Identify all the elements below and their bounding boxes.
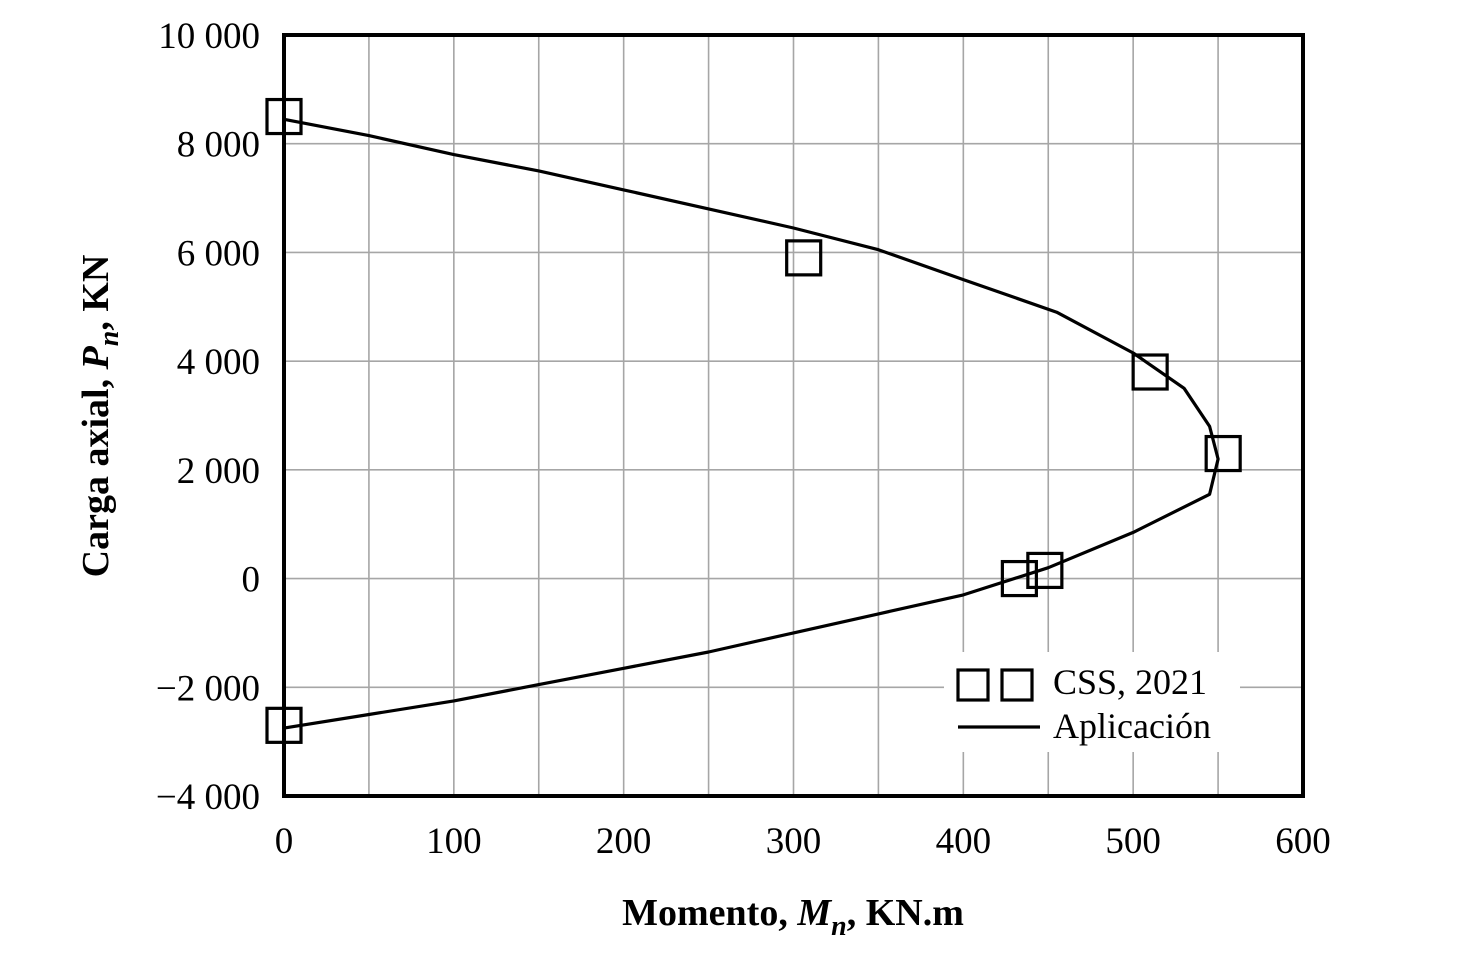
x-tick-label: 600 (1275, 821, 1331, 862)
x-tick-label: 200 (596, 821, 652, 862)
series-css-2021 (265, 97, 1242, 744)
y-tick-label: 2 000 (177, 451, 260, 492)
legend-marker-square-2 (1000, 668, 1034, 702)
x-axis-title-post: , KN.m (847, 892, 964, 934)
x-tick-label: 400 (936, 821, 992, 862)
y-tick-label: −2 000 (156, 668, 260, 709)
series-aplicacion (283, 117, 1220, 730)
y-axis-title-subscript: n (94, 331, 125, 347)
x-tick-label: 300 (766, 821, 822, 862)
grid (284, 35, 1303, 796)
y-tick-label: 8 000 (177, 125, 260, 166)
y-tick-label: −4 000 (156, 777, 260, 818)
x-tick-label: 0 (275, 821, 294, 862)
y-axis-title-pre: Carga axial, (75, 369, 117, 577)
x-axis-title-pre: Momento, (622, 892, 797, 934)
legend-background (944, 652, 1240, 752)
x-axis-title: Momento, Mn, KN.m (622, 892, 964, 942)
data-point-square (1131, 353, 1169, 391)
y-tick-label: 10 000 (158, 16, 260, 57)
x-axis-title-subscript: n (831, 911, 847, 942)
data-point-square (1026, 551, 1064, 590)
plot-area-frame (282, 33, 1305, 798)
legend: CSS, 2021 Aplicación (944, 652, 1240, 752)
y-tick-label: 0 (242, 560, 261, 601)
y-tick-label: 6 000 (177, 233, 260, 274)
y-tick-label: 4 000 (177, 342, 260, 383)
y-axis-title-post: , KN (75, 255, 117, 331)
x-tick-label: 100 (426, 821, 482, 862)
legend-label-css-2021: CSS, 2021 (1053, 662, 1207, 702)
legend-label-aplicacion: Aplicación (1053, 706, 1211, 746)
y-axis-title: Carga axial, Pn, KN (75, 255, 125, 578)
data-point-square (1204, 434, 1242, 473)
series-line-aplicacion (283, 117, 1220, 730)
data-point-square (785, 239, 823, 277)
data-point-square (1000, 559, 1038, 598)
legend-marker-square-1 (956, 668, 990, 702)
x-tick-label: 500 (1105, 821, 1161, 862)
x-axis-title-symbol: M (796, 892, 832, 934)
y-axis-ticks: −4 000 −2 000 0 2 000 4 000 6 000 8 000 10 000 (156, 16, 260, 818)
y-axis-title-symbol: P (75, 345, 117, 370)
x-axis-ticks: 0 100 200 300 400 500 600 (275, 821, 1331, 862)
